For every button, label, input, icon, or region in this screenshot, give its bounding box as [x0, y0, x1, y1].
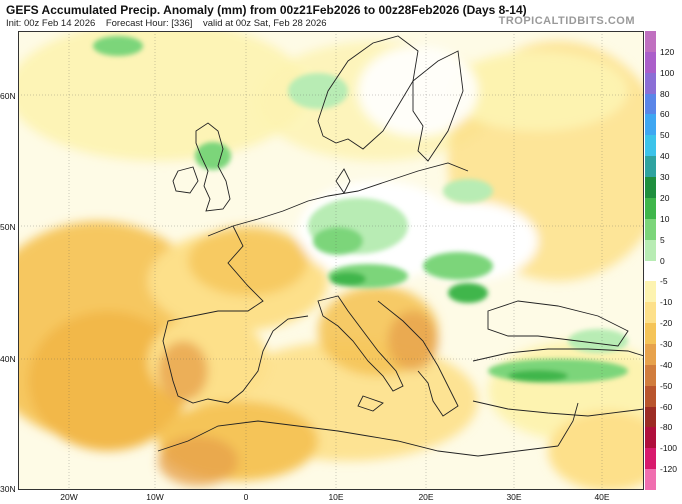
colorbar-label: 20	[660, 192, 670, 203]
map-canvas	[18, 31, 644, 490]
lon-label-20e: 20E	[418, 492, 434, 502]
lon-label-30e: 30E	[506, 492, 522, 502]
colorbar-swatch	[645, 114, 656, 136]
lat-label-30n: 30N	[0, 484, 16, 494]
anomaly-shading	[18, 31, 644, 490]
lon-label-40e: 40E	[594, 492, 610, 502]
lon-label-20w: 20W	[60, 492, 78, 502]
colorbar-label: -10	[660, 297, 673, 308]
lat-label-50n: 50N	[0, 222, 16, 232]
colorbar-swatch	[645, 93, 656, 115]
colorbar-swatch	[645, 218, 656, 241]
map-border	[18, 31, 644, 490]
colorbar-swatch	[645, 323, 656, 345]
lat-label-60n: 60N	[0, 91, 16, 101]
colorbar-label: 0	[660, 255, 665, 266]
colorbar-swatch	[645, 281, 656, 303]
colorbar-label: 10	[660, 213, 670, 224]
colorbar-swatch	[645, 469, 656, 491]
precip-anomaly-map	[18, 31, 644, 490]
lon-label-10w: 10W	[146, 492, 164, 502]
colorbar-label: 120	[660, 46, 675, 57]
forecast-hour: Forecast Hour: [336]	[105, 18, 193, 29]
colorbar-label: -80	[660, 422, 673, 433]
colorbar-swatch	[645, 177, 656, 199]
colorbar-label: 30	[660, 172, 670, 183]
colorbar-swatch	[645, 448, 656, 470]
colorbar-label: 5	[660, 234, 665, 245]
colorbar-swatch	[645, 156, 656, 178]
colorbar-label: -5	[660, 276, 668, 287]
colorbar-label: -50	[660, 380, 673, 391]
lat-label-40n: 40N	[0, 354, 16, 364]
colorbar-swatch	[645, 343, 656, 366]
map-title: GEFS Accumulated Precip. Anomaly (mm) fr…	[6, 3, 527, 17]
colorbar-swatch	[645, 302, 656, 324]
lon-label-10e: 10E	[328, 492, 344, 502]
colorbar-swatch	[645, 197, 656, 220]
colorbar-swatch	[645, 72, 656, 95]
colorbar-swatch	[645, 364, 656, 387]
colorbar-label: 60	[660, 109, 670, 120]
colorbar-label: 50	[660, 130, 670, 141]
colorbar-label: -120	[660, 464, 678, 475]
site-brand: TROPICALTIDBITS.COM	[498, 15, 635, 27]
colorbar-swatch	[645, 385, 656, 408]
colorbar-label: -40	[660, 359, 673, 370]
colorbar-swatch	[645, 406, 656, 428]
lon-label-0: 0	[243, 492, 249, 502]
colorbar-swatch	[645, 51, 656, 74]
colorbar-label: 80	[660, 88, 670, 99]
coastlines	[157, 35, 644, 457]
colorbar	[645, 31, 656, 491]
colorbar-label: 100	[660, 67, 675, 78]
colorbar-label: -100	[660, 443, 678, 454]
colorbar-label: -60	[660, 401, 673, 412]
colorbar-label: -20	[660, 318, 673, 329]
colorbar-swatch	[645, 427, 656, 449]
colorbar-label: 40	[660, 151, 670, 162]
colorbar-swatch	[645, 239, 656, 261]
colorbar-swatch	[645, 31, 656, 53]
init-time: Init: 00z Feb 14 2026	[6, 18, 96, 29]
valid-time: valid at 00z Sat, Feb 28 2026	[203, 18, 327, 29]
colorbar-swatch	[645, 135, 656, 157]
colorbar-label: -30	[660, 338, 673, 349]
map-subtitle: Init: 00z Feb 14 2026 Forecast Hour: [33…	[6, 18, 327, 29]
graticule	[18, 31, 644, 490]
colorbar-swatch	[645, 260, 656, 282]
